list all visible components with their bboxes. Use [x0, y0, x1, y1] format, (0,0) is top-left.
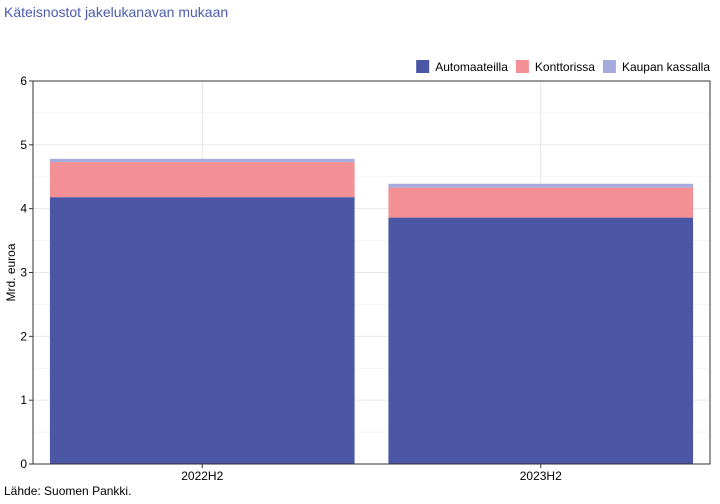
x-tick-label: 2023H2 [520, 469, 562, 483]
bar-2022H2-Automaateilla [49, 197, 355, 464]
y-tick-label: 4 [20, 202, 27, 216]
source-note: Lähde: Suomen Pankki. [4, 484, 132, 498]
y-axis-title: Mrd. euroa [4, 243, 18, 301]
bar-2023H2-Konttorissa [388, 187, 694, 218]
legend-swatch-Automaateilla [416, 60, 430, 73]
bar-2022H2-Kaupan kassalla [49, 158, 355, 163]
legend-label-Kaupan kassalla: Kaupan kassalla [622, 60, 710, 74]
legend-label-Automaateilla: Automaateilla [435, 60, 508, 74]
y-tick-label: 2 [20, 329, 27, 343]
y-tick-label: 3 [20, 266, 27, 280]
y-tick-label: 1 [20, 393, 27, 407]
x-tick-label: 2022H2 [181, 469, 223, 483]
bars [49, 158, 694, 464]
bar-2023H2-Kaupan kassalla [388, 183, 694, 188]
axes: 0 1 2 3 4 5 6 2022H2 2023H2 Mrd. euroa [4, 74, 711, 483]
bar-2022H2-Konttorissa [49, 162, 355, 198]
y-tick-label: 0 [20, 457, 27, 471]
bar-2023H2-Automaateilla [388, 217, 694, 464]
y-tick-label: 5 [20, 138, 27, 152]
legend-swatch-Kaupan kassalla [602, 60, 616, 73]
legend-swatch-Konttorissa [515, 60, 529, 73]
legend-label-Konttorissa: Konttorissa [535, 60, 595, 74]
legend: Automaateilla Konttorissa Kaupan kassalla [416, 60, 710, 74]
chart-title: Käteisnostot jakelukanavan mukaan [4, 4, 229, 20]
y-tick-label: 6 [20, 74, 27, 88]
